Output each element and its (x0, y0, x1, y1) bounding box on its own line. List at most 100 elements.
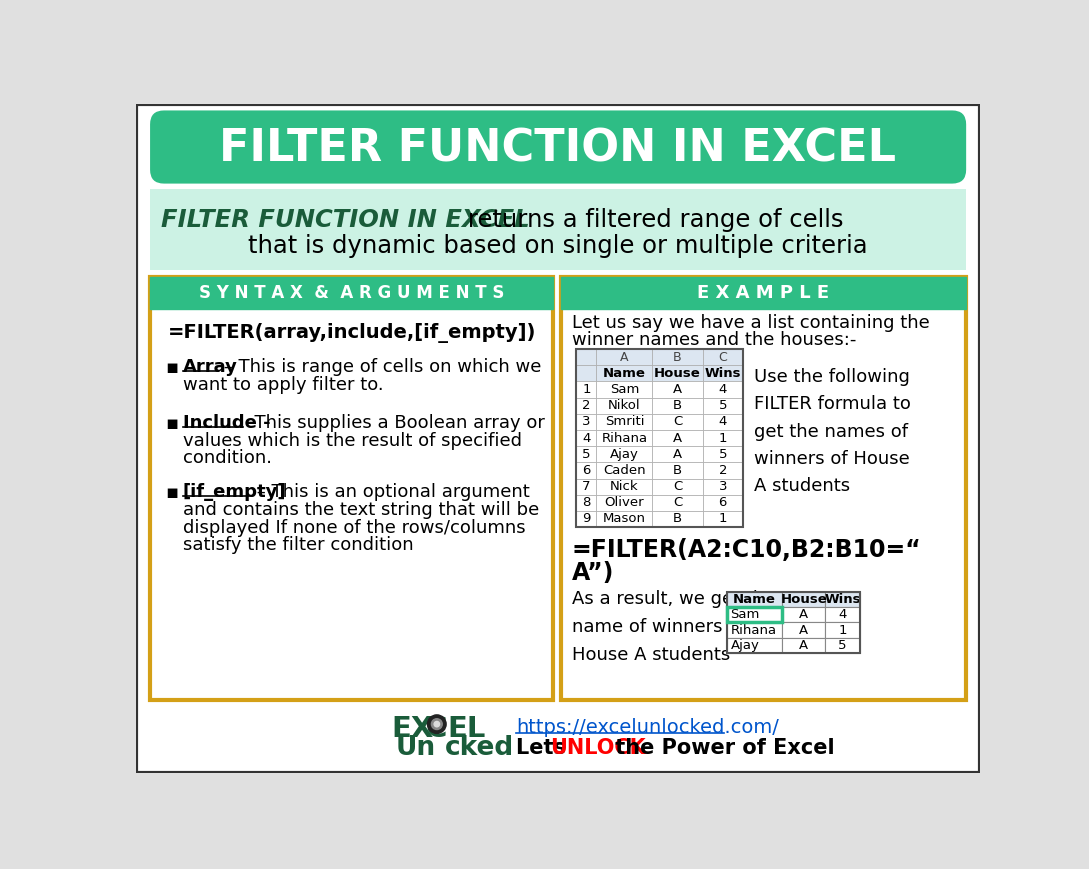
Bar (597, 381, 652, 398)
Bar (783, 592, 825, 607)
Bar (576, 446, 597, 462)
Bar (726, 607, 783, 622)
Bar (576, 430, 597, 446)
Text: winner names and the houses:-: winner names and the houses:- (572, 331, 856, 349)
Text: the Power of Excel: the Power of Excel (608, 738, 835, 758)
Bar (576, 349, 743, 527)
Bar (702, 381, 743, 398)
Bar (726, 638, 783, 653)
Bar (576, 511, 597, 527)
Bar (652, 381, 702, 398)
Bar (726, 592, 783, 607)
Text: 5: 5 (719, 399, 727, 412)
Text: want to apply filter to.: want to apply filter to. (183, 376, 383, 394)
Text: 8: 8 (583, 496, 590, 509)
Text: and contains the text string that will be: and contains the text string that will b… (183, 501, 539, 519)
Text: https://excelunlocked.com/: https://excelunlocked.com/ (516, 718, 779, 737)
Text: 5: 5 (583, 448, 590, 461)
Text: UNLOCK: UNLOCK (550, 738, 646, 758)
Text: satisfy the filter condition: satisfy the filter condition (183, 536, 413, 554)
Text: Include -: Include - (183, 414, 270, 432)
Text: Un: Un (395, 735, 436, 761)
Text: 9: 9 (583, 513, 590, 526)
Text: 5: 5 (839, 639, 847, 652)
Bar (783, 638, 825, 653)
Bar (652, 494, 702, 511)
Bar (597, 479, 652, 494)
Text: Rihana: Rihana (601, 432, 648, 445)
Text: condition.: condition. (183, 449, 271, 468)
Bar (576, 462, 597, 479)
Text: ▪: ▪ (166, 358, 179, 377)
Bar (702, 398, 743, 414)
Bar (652, 479, 702, 494)
Bar (150, 276, 553, 700)
Bar (652, 462, 702, 479)
Text: C: C (719, 351, 727, 364)
FancyBboxPatch shape (150, 110, 966, 183)
Text: =FILTER(array,include,[if_empty]): =FILTER(array,include,[if_empty]) (168, 323, 536, 343)
Text: ▪: ▪ (166, 414, 179, 433)
Bar (576, 398, 597, 414)
Text: A: A (799, 608, 808, 621)
Bar (576, 349, 597, 365)
Text: ▪: ▪ (166, 483, 179, 502)
Text: B: B (673, 351, 682, 364)
Bar (576, 479, 597, 494)
Bar (702, 462, 743, 479)
Text: 4: 4 (839, 608, 847, 621)
Bar (561, 276, 966, 309)
Text: B: B (673, 464, 682, 477)
Text: Name: Name (603, 367, 646, 380)
Text: C: C (673, 415, 682, 428)
Text: A: A (673, 432, 682, 445)
Text: 1: 1 (719, 513, 727, 526)
Bar (702, 349, 743, 365)
Bar (652, 398, 702, 414)
Bar (597, 511, 652, 527)
Bar (825, 607, 860, 622)
Text: 4: 4 (583, 432, 590, 445)
Text: 2: 2 (719, 464, 727, 477)
Text: A: A (673, 448, 682, 461)
Text: As a result, we get the
name of winners for the
House A students: As a result, we get the name of winners … (572, 590, 788, 664)
Text: A: A (620, 351, 628, 364)
Text: Use the following
FILTER formula to
get the names of
winners of House
A students: Use the following FILTER formula to get … (754, 368, 910, 494)
Text: 7: 7 (583, 480, 590, 493)
Text: – This is an optional argument: – This is an optional argument (250, 483, 529, 501)
Text: Caden: Caden (603, 464, 646, 477)
Bar (726, 622, 783, 638)
Bar (576, 365, 597, 381)
Bar (652, 511, 702, 527)
Text: 3: 3 (719, 480, 727, 493)
Bar (150, 189, 966, 270)
Text: House: House (781, 593, 828, 606)
Bar (576, 494, 597, 511)
Text: Smriti: Smriti (604, 415, 644, 428)
Bar (702, 414, 743, 430)
Text: Sam: Sam (731, 608, 760, 621)
Text: 1: 1 (719, 432, 727, 445)
Text: Ajay: Ajay (731, 639, 759, 652)
Text: B: B (673, 399, 682, 412)
Text: Oliver: Oliver (604, 496, 645, 509)
Text: Rihana: Rihana (731, 624, 776, 637)
Bar (576, 414, 597, 430)
Bar (576, 381, 597, 398)
Text: C: C (673, 496, 682, 509)
Text: A: A (673, 383, 682, 396)
Text: 4: 4 (719, 415, 727, 428)
Text: displayed If none of the rows/columns: displayed If none of the rows/columns (183, 519, 525, 536)
Text: A: A (799, 639, 808, 652)
Text: FILTER FUNCTION IN EXCEL: FILTER FUNCTION IN EXCEL (161, 209, 529, 232)
Text: Name: Name (733, 593, 776, 606)
Text: Let us say we have a list containing the: Let us say we have a list containing the (572, 314, 929, 332)
Bar (702, 494, 743, 511)
Bar (783, 607, 825, 622)
Text: that is dynamic based on single or multiple criteria: that is dynamic based on single or multi… (248, 234, 868, 257)
Bar (597, 462, 652, 479)
Text: Mason: Mason (603, 513, 646, 526)
Bar (597, 414, 652, 430)
Bar (597, 446, 652, 462)
Text: E X A M P L E: E X A M P L E (697, 284, 829, 302)
